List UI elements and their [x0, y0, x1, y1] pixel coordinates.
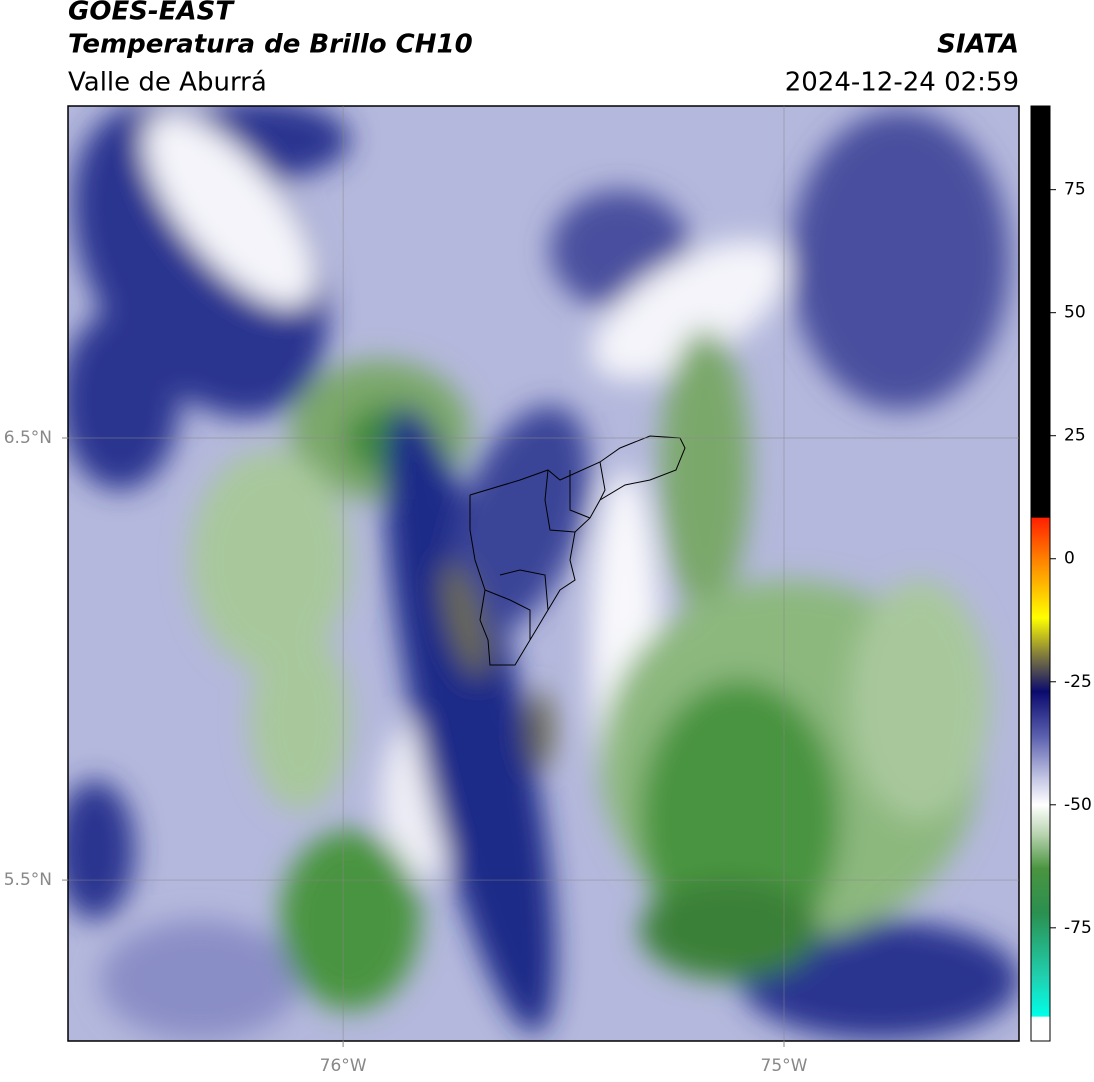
- region: Valle de Aburrá: [68, 68, 267, 98]
- colorbar-tick-label: -50: [1064, 795, 1092, 815]
- colorbar-tick-label: 75: [1064, 180, 1086, 200]
- satellite-image: [68, 106, 1019, 1041]
- colorbar-tick-label: -75: [1064, 918, 1092, 938]
- colorbar-tick-label: 25: [1064, 426, 1086, 446]
- subtitle: Temperatura de Brillo CH10: [68, 30, 473, 60]
- x-tick-label: 76°W: [320, 1056, 367, 1076]
- x-tick-label: 75°W: [761, 1056, 808, 1076]
- title: GOES-EAST: [68, 0, 235, 27]
- map-frame: [67, 105, 1020, 1042]
- colorbar-tick-label: 50: [1064, 303, 1086, 323]
- y-tick-label: 5.5°N: [4, 870, 52, 890]
- datetime: 2024-12-24 02:59: [785, 68, 1019, 98]
- colorbar-tick-label: 0: [1064, 549, 1075, 569]
- colorbar-tick-label: -25: [1064, 672, 1092, 692]
- agency: SIATA: [937, 30, 1019, 60]
- colorbar: [1030, 105, 1051, 1042]
- municipality-borders: [469, 435, 686, 666]
- y-tick-label: 6.5°N: [4, 428, 52, 448]
